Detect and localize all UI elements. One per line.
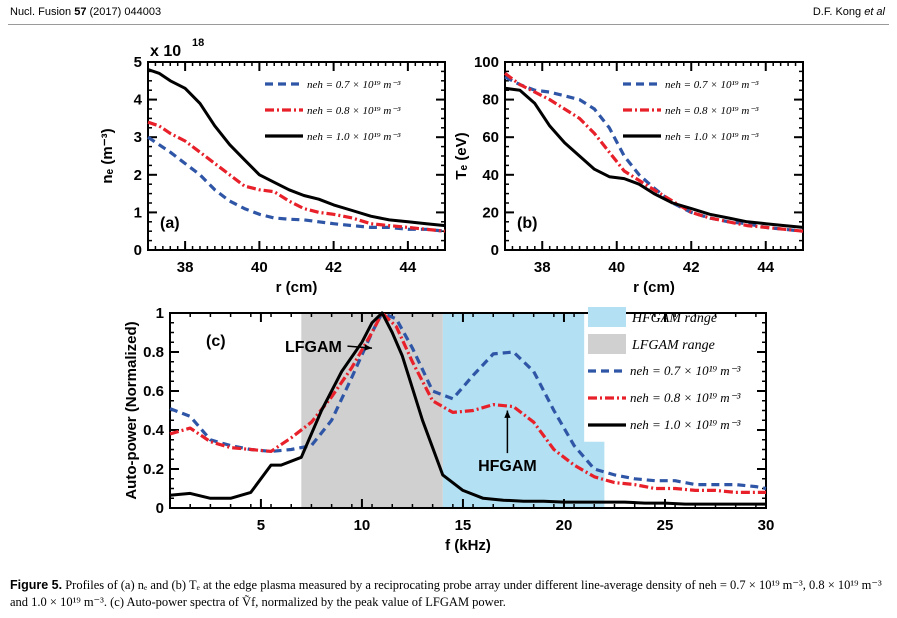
y-tick-label: 0.8 (143, 344, 164, 361)
y-tick-label: 0 (134, 242, 142, 259)
y-tick-label: 100 (474, 54, 499, 71)
annotation-label-1: HFGAM (478, 458, 537, 475)
series-line-1 (147, 120, 446, 233)
x-tick-label: 25 (657, 517, 674, 534)
panel-label: (a) (160, 215, 180, 232)
series-line-0 (147, 135, 446, 233)
article-id: (2017) 044003 (89, 6, 162, 18)
legend-label: HFGAM range (631, 311, 717, 326)
annotation-arrowhead-1 (504, 410, 511, 418)
journal-name: Nucl. Fusion (10, 6, 72, 18)
y-tick-label: 1 (134, 204, 142, 221)
chart-panel-b: 38 40 42 44 0 20 40 60 80 100 r (cm) Tₑ (eV) (b) neh … (453, 54, 804, 296)
legend: HFGAM range LFGAM range neh = 0.7 × 10¹⁹ m… (588, 307, 741, 432)
y-axis-label: Tₑ (eV) (453, 132, 470, 179)
series-line-2 (169, 311, 766, 506)
panel-label: (c) (206, 333, 226, 350)
caption-text: Profiles of (a) nₑ and (b) Tₑ at the edg… (10, 578, 882, 609)
y-tick-label: 4 (134, 92, 143, 109)
x-tick-label: 38 (534, 259, 551, 276)
y-tick-label: 2 (134, 167, 142, 184)
chart-panel-c: 5 10 15 20 25 30 0 0.2 0.4 0.6 0.8 1 f (kHz) Auto-pow… (123, 305, 774, 554)
figure-5: 38 40 42 44 0 1 2 3 4 5 r (cm) nₑ (m⁻³) x 10 18 (a) neh… (99, 37, 804, 554)
x-axis-label: r (cm) (276, 279, 318, 296)
x-axis-label: f (kHz) (445, 537, 491, 554)
y-tick-label: 0.6 (143, 383, 164, 400)
x-tick-label: 30 (758, 517, 775, 534)
legend-label: neh = 0.7 × 10¹⁹ m⁻³ (307, 79, 401, 91)
x-tick-label: 15 (455, 517, 472, 534)
author-name: D.F. Kong (812, 6, 865, 18)
legend: neh = 0.7 × 10¹⁹ m⁻³ neh = 0.8 × 10¹⁹ m⁻³… (623, 79, 759, 143)
x-tick-label: 42 (683, 259, 700, 276)
legend-label: neh = 0.7 × 10¹⁹ m⁻³ (630, 363, 741, 378)
legend-swatch (588, 307, 626, 327)
legend-label: neh = 1.0 × 10¹⁹ m⁻³ (307, 131, 401, 143)
header-rule (8, 24, 889, 25)
caption-label: Figure 5. (10, 578, 63, 592)
annotation-label-0: LFGAM (285, 339, 342, 356)
y-multiplier: x 10 (150, 43, 181, 60)
running-header-left: Nucl. Fusion 57 (2017) 044003 (10, 6, 161, 18)
legend-label: neh = 0.7 × 10¹⁹ m⁻³ (665, 79, 759, 91)
series-line-1 (504, 72, 804, 233)
x-tick-label: 42 (325, 259, 342, 276)
y-tick-label: 40 (482, 167, 499, 184)
legend-label: neh = 0.8 × 10¹⁹ m⁻³ (665, 105, 759, 117)
y-tick-label: 0 (491, 242, 499, 259)
x-tick-label: 40 (608, 259, 625, 276)
figure-caption: Figure 5. Profiles of (a) nₑ and (b) Tₑ … (10, 577, 890, 611)
x-tick-label: 44 (757, 259, 774, 276)
legend-label: neh = 1.0 × 10¹⁹ m⁻³ (665, 131, 759, 143)
y-tick-label: 20 (482, 204, 499, 221)
y-tick-label: 0 (156, 500, 164, 517)
running-header-right: D.F. Kong et al (813, 6, 885, 18)
series-line-2 (147, 68, 446, 228)
y-axis-label: nₑ (m⁻³) (99, 128, 116, 183)
author-etal: et al (864, 6, 885, 18)
x-tick-label: 40 (251, 259, 268, 276)
x-tick-label: 44 (400, 259, 417, 276)
x-tick-label: 20 (556, 517, 573, 534)
y-axis-label: Auto-power (Normalized) (123, 321, 140, 499)
y-tick-label: 80 (482, 92, 499, 109)
y-tick-label: 5 (134, 54, 142, 71)
panel-label: (b) (517, 215, 537, 232)
y-tick-label: 1 (156, 305, 164, 322)
legend-label: neh = 0.8 × 10¹⁹ m⁻³ (307, 105, 401, 117)
y-multiplier-exponent: 18 (192, 37, 204, 49)
legend-label: LFGAM range (631, 338, 715, 353)
y-tick-label: 60 (482, 129, 499, 146)
series-line-0 (504, 75, 804, 233)
y-tick-label: 0.4 (143, 422, 165, 439)
x-tick-label: 38 (177, 259, 194, 276)
chart-panel-a: 38 40 42 44 0 1 2 3 4 5 r (cm) nₑ (m⁻³) x 10 18 (a) neh… (99, 37, 446, 296)
x-tick-label: 10 (354, 517, 371, 534)
legend-swatch (588, 334, 626, 354)
y-tick-label: 3 (134, 129, 142, 146)
series-line-2 (504, 86, 804, 229)
x-tick-label: 5 (257, 517, 265, 534)
journal-volume: 57 (74, 6, 87, 18)
legend-label: neh = 1.0 × 10¹⁹ m⁻³ (630, 417, 741, 432)
x-axis-label: r (cm) (633, 279, 675, 296)
annotation-arrowhead-0 (364, 344, 373, 351)
y-tick-label: 0.2 (143, 461, 164, 478)
legend: neh = 0.7 × 10¹⁹ m⁻³ neh = 0.8 × 10¹⁹ m⁻³… (265, 79, 401, 143)
series-line-0 (169, 311, 767, 491)
legend-label: neh = 0.8 × 10¹⁹ m⁻³ (630, 390, 741, 405)
